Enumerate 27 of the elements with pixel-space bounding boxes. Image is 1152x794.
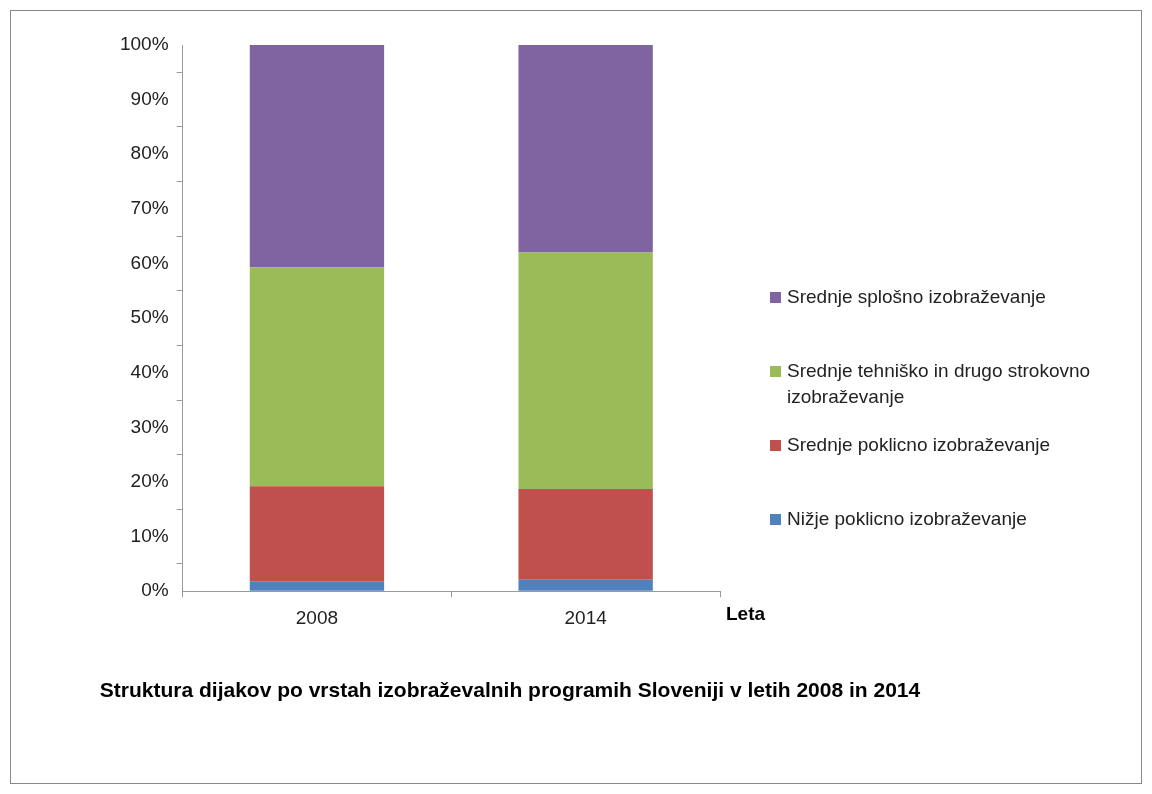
bar [249, 267, 385, 487]
y-tick-label: 70% [130, 197, 169, 219]
bar [518, 489, 653, 580]
bar [249, 486, 385, 582]
x-axis-title: Leta [726, 603, 766, 625]
y-tick-label: 100% [119, 33, 169, 55]
y-tick-label: 30% [130, 415, 169, 437]
y-tick-label: 10% [130, 524, 169, 546]
legend-label: Srednje splošno izobraževanje [787, 285, 1046, 309]
y-tick-label: 0% [141, 579, 169, 601]
y-tick-label: 40% [130, 360, 169, 382]
bar [518, 579, 653, 591]
y-tick-label: 50% [130, 306, 169, 328]
legend-label: Srednje poklicno izobraževanje [787, 433, 1050, 457]
y-tick-label: 80% [130, 142, 169, 164]
y-tick-label: 20% [130, 470, 169, 492]
legend-label: Nižje poklicno izobraževanje [787, 507, 1027, 531]
bar [249, 45, 385, 268]
bar [249, 581, 385, 591]
text: Struktura dijakov po vrstah izobraževalnih programih Sloveniji v letih 2008 in 2014 [98, 677, 922, 703]
x-tick-label: 2014 [564, 606, 608, 628]
bar [518, 45, 653, 253]
x-tick-label: 2008 [295, 606, 339, 628]
y-tick-label: 60% [130, 251, 169, 273]
legend-label: Srednje tehniško in drugo strokovno izobraževanje [787, 359, 1092, 409]
bar [518, 252, 653, 490]
y-tick-label: 90% [130, 87, 169, 109]
